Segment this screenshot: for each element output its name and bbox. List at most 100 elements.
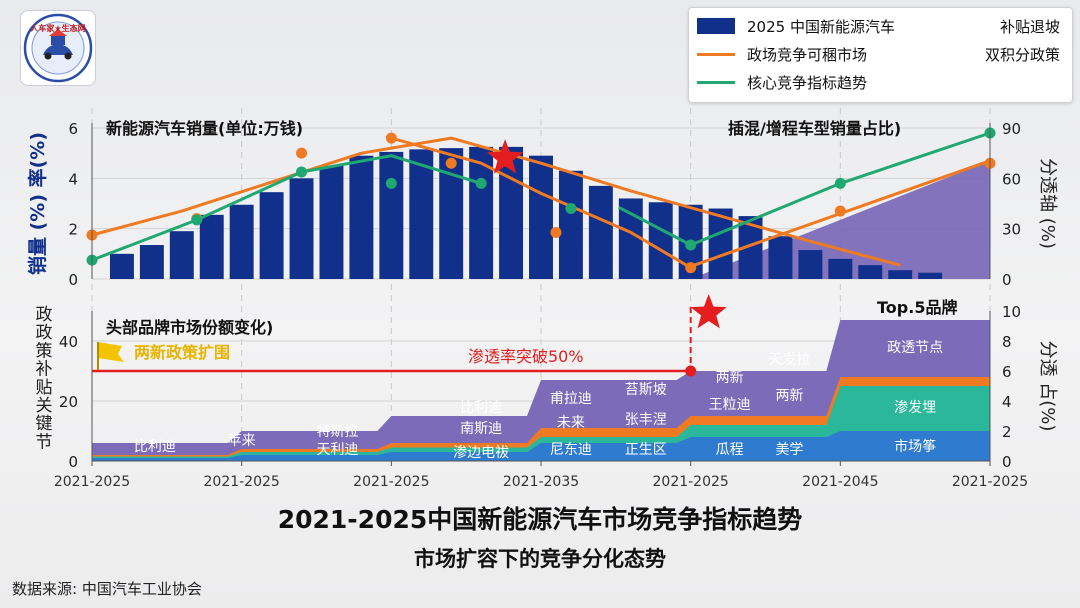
y-axis-label-char: 节 bbox=[36, 432, 53, 452]
sales-bar bbox=[439, 148, 464, 279]
x-tick-label: 2021-2025 bbox=[54, 474, 130, 490]
segment-label: 市场筝 bbox=[894, 438, 936, 455]
legend-note-dual-credit: 双积分政策 bbox=[984, 46, 1060, 64]
y-tick-label-top: 4 bbox=[68, 170, 78, 188]
share-area bbox=[690, 160, 990, 279]
sales-bar bbox=[259, 192, 284, 279]
green-marker bbox=[191, 214, 203, 226]
orange-marker bbox=[834, 205, 846, 217]
segment-label: 尼东迪 bbox=[550, 442, 592, 458]
x-tick-label: 2021-2025 bbox=[353, 474, 429, 490]
share-layer-blue bbox=[92, 431, 990, 461]
sales-bar bbox=[708, 208, 733, 279]
legend-item-bar: 2025 中国新能源汽车 bbox=[697, 14, 895, 38]
panel-title-top: 新能源汽车销量(单位:万钱) bbox=[106, 119, 303, 138]
legend-note-subsidy: 补贴退坡 bbox=[999, 18, 1060, 36]
sales-bar bbox=[139, 245, 164, 279]
y-axis-label-char: 贴 bbox=[36, 378, 53, 398]
sales-bar bbox=[738, 216, 763, 279]
y2-tick-label-bottom: 2 bbox=[1002, 423, 1012, 441]
chart-title: 2021-2025中国新能源汽车市场竞争指标趋势 bbox=[277, 505, 803, 534]
x-tick-label: 2021-2035 bbox=[503, 474, 579, 490]
sales-bar bbox=[588, 185, 613, 279]
sales-bar bbox=[529, 155, 553, 279]
y-tick-label-top: 6 bbox=[68, 120, 78, 138]
green-marker bbox=[685, 239, 697, 251]
y-axis-label-char: 政 bbox=[36, 305, 53, 325]
segment-label: 两新 bbox=[716, 370, 744, 386]
sales-bar bbox=[319, 165, 344, 279]
segment-label: 比利迪 bbox=[460, 400, 502, 416]
sales-bar bbox=[618, 198, 643, 279]
legend: 2025 中国新能源汽车 政场竞争可稛市场 核心竞争指标趋势 补贴退坡 双积分政… bbox=[688, 7, 1073, 103]
segment-label: 苔斯坡 bbox=[625, 381, 667, 398]
legend-swatch-green bbox=[697, 80, 735, 84]
x-tick-label: 2021-2025 bbox=[204, 474, 280, 490]
y-tick-label-bottom: 20 bbox=[59, 393, 78, 411]
sales-bar bbox=[169, 231, 194, 279]
y-tick-label-top: 2 bbox=[68, 221, 78, 239]
sales-bar bbox=[888, 270, 913, 279]
orange-marker bbox=[685, 262, 697, 274]
segment-label: 比利迪 bbox=[134, 439, 176, 455]
flag-icon bbox=[98, 342, 124, 362]
sales-bar bbox=[289, 178, 314, 279]
orange-marker bbox=[385, 132, 397, 144]
y-axis-label-char: 关 bbox=[36, 396, 53, 416]
segment-label: 张丰涅 bbox=[625, 412, 667, 428]
sales-bar bbox=[349, 155, 374, 279]
segment-label: 南斯迪 bbox=[460, 421, 502, 437]
sales-bar bbox=[828, 258, 853, 279]
sales-bar bbox=[199, 214, 224, 279]
segment-label: 正生区 bbox=[625, 442, 667, 458]
orange-marker bbox=[296, 147, 308, 159]
segment-label: 甫拉迪 bbox=[550, 391, 592, 407]
y-tick-label-top: 0 bbox=[68, 271, 78, 289]
sales-bar bbox=[558, 170, 583, 279]
y2-tick-label-bottom: 0 bbox=[1002, 453, 1012, 471]
legend-swatch-bar bbox=[697, 18, 735, 34]
orange-line bbox=[91, 136, 901, 267]
green-marker bbox=[296, 166, 308, 178]
sales-bar bbox=[109, 253, 134, 279]
sales-bar bbox=[858, 265, 883, 279]
y2-axis-label-bottom: 分透 占(%) bbox=[1037, 341, 1058, 432]
x-tick-label: 2021-2025 bbox=[952, 474, 1028, 490]
y2-tick-label-top: 30 bbox=[1002, 221, 1021, 239]
y2-tick-label-bottom: 4 bbox=[1002, 393, 1012, 411]
green-line-rise bbox=[618, 131, 991, 247]
y-tick-label-bottom: 40 bbox=[59, 333, 78, 351]
segment-label: 王粒迪 bbox=[709, 397, 751, 413]
y-tick-label-bottom: 0 bbox=[68, 453, 78, 471]
sales-bar bbox=[798, 250, 823, 279]
y2-tick-label-bottom: 6 bbox=[1002, 363, 1012, 381]
panel-right-title-top: 插混/增程车型销量占比) bbox=[728, 119, 901, 138]
y2-tick-label-top: 90 bbox=[1002, 120, 1021, 138]
panel-title-bottom: 头部品牌市场份额变化) bbox=[106, 318, 273, 337]
green-marker bbox=[475, 177, 487, 189]
orange-line-fall bbox=[390, 136, 692, 269]
x-tick-label: 2021-2025 bbox=[653, 474, 729, 490]
segment-label: 苹来 bbox=[228, 433, 256, 449]
flag-label: 两新政策扩围 bbox=[134, 343, 230, 362]
green-marker bbox=[385, 177, 397, 189]
panel-corner-label: Top.5品牌 bbox=[877, 298, 957, 317]
chart-subtitle: 市场扩容下的竞争分化态势 bbox=[414, 547, 666, 571]
logo-text: 人车家★生态网 bbox=[30, 24, 86, 33]
segment-label: 渗发埋 bbox=[894, 400, 936, 416]
sales-bar bbox=[229, 204, 254, 279]
y-axis-label-char: 补 bbox=[36, 360, 53, 380]
legend-label: 核心竞争指标趋势 bbox=[747, 73, 868, 92]
event-marker bbox=[685, 365, 697, 377]
y2-tick-label-top: 0 bbox=[1002, 271, 1012, 289]
segment-label: 瓜程 bbox=[716, 442, 744, 458]
logo: 人车家★生态网 bbox=[20, 10, 96, 86]
star-marker-bottom bbox=[690, 294, 727, 329]
x-tick-label: 2021-2045 bbox=[802, 474, 878, 490]
sales-bar bbox=[918, 272, 943, 279]
y-axis-label-char: 策 bbox=[36, 341, 53, 361]
legend-item-green-line: 核心竞争指标趋势 bbox=[697, 70, 867, 94]
legend-swatch-orange bbox=[697, 52, 735, 56]
